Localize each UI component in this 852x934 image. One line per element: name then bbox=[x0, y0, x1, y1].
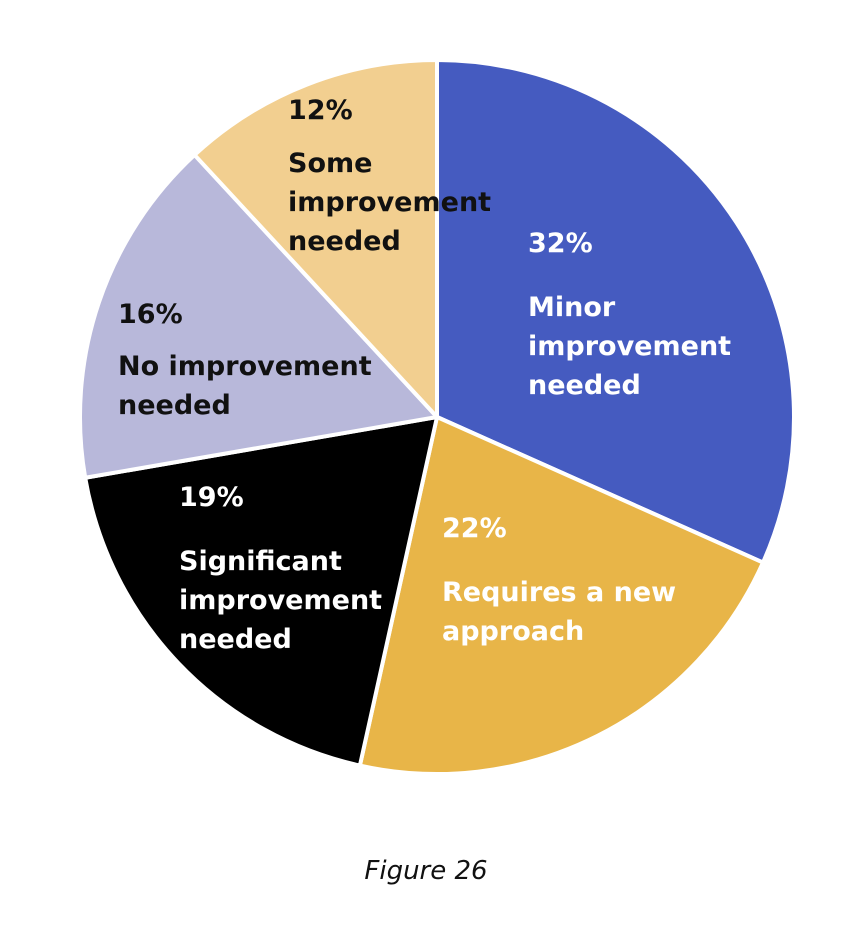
slice-percent-label: 12% bbox=[288, 95, 353, 126]
pie-slice bbox=[83, 415, 439, 768]
slice-percent-label: 22% bbox=[442, 513, 507, 544]
pie-slice bbox=[77, 152, 439, 480]
slice-category-label: Significant improvement needed bbox=[179, 546, 382, 655]
slice-percent-label: 32% bbox=[528, 228, 593, 259]
slice-label-group: 32% Minor improvement needed bbox=[528, 228, 731, 401]
slice-category-label: No improvement needed bbox=[118, 351, 372, 421]
slice-label-group: 12% Some improvement needed bbox=[288, 95, 491, 257]
pie-labels: 32% Minor improvement needed 22% Requires a n… bbox=[118, 95, 731, 655]
slice-label-group: 16% No improvement needed bbox=[118, 299, 372, 421]
slice-category-label: Requires a new approach bbox=[442, 577, 676, 647]
pie-slices bbox=[77, 58, 796, 776]
figure-caption: Figure 26 bbox=[364, 856, 488, 886]
slice-label-group: 19% Significant improvement needed bbox=[179, 482, 382, 655]
slice-category-label: Some improvement needed bbox=[288, 148, 491, 257]
pie-slice bbox=[357, 415, 765, 776]
slice-label-group: 22% Requires a new approach bbox=[442, 513, 676, 647]
slice-category-label: Minor improvement needed bbox=[528, 292, 731, 401]
slice-percent-label: 19% bbox=[179, 482, 244, 513]
pie-slice bbox=[435, 58, 796, 565]
slice-percent-label: 16% bbox=[118, 299, 183, 330]
pie-slice bbox=[192, 58, 439, 419]
